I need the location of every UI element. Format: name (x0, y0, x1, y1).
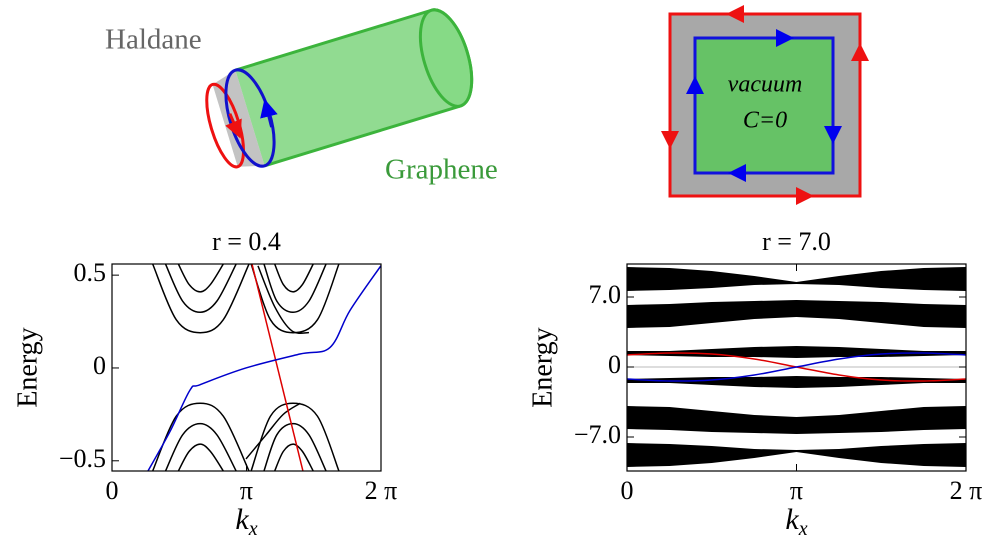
y-tick-label: 0 (608, 350, 621, 379)
x-axis-label: kx (235, 503, 257, 540)
curve (275, 264, 314, 292)
y-tick-label: 7.0 (589, 280, 622, 309)
curve (275, 444, 314, 471)
band (627, 406, 966, 434)
y-axis-label: Energy (12, 327, 43, 407)
x-tick-label: π (240, 476, 253, 505)
x-axis-label: kx (785, 503, 807, 540)
x-tick-label: π (790, 476, 803, 505)
curve (148, 266, 381, 471)
x-axis-symbol: k (785, 503, 799, 536)
plot-title: r = 0.4 (212, 227, 281, 256)
x-tick-label: 0 (106, 476, 119, 505)
inner-square (695, 38, 833, 173)
curve (178, 264, 223, 292)
y-tick-label: −7.0 (574, 420, 621, 449)
x-axis-symbol: k (235, 503, 249, 536)
vacuum-label: vacuum (728, 72, 803, 98)
y-axis-label: Energy (527, 327, 558, 407)
curve (264, 424, 326, 471)
plot-area (627, 267, 966, 467)
curve (178, 444, 223, 471)
x-axis-subscript: x (798, 518, 808, 540)
curve (252, 264, 303, 471)
band (627, 443, 966, 467)
plot-title: r = 7.0 (762, 227, 831, 256)
haldane-label: Haldane (105, 24, 202, 56)
y-tick-label: 0 (93, 351, 106, 380)
curve (258, 266, 309, 333)
x-tick-label: 2 π (365, 476, 398, 505)
curve (153, 264, 249, 333)
plot-area (148, 264, 381, 471)
y-tick-label: −0.5 (59, 444, 106, 473)
cylinder-illustration (197, 4, 482, 178)
y-tick-label: 0.5 (74, 258, 107, 287)
curve (251, 264, 339, 333)
band (627, 376, 966, 388)
x-axis-subscript: x (248, 518, 258, 540)
curve (166, 264, 237, 312)
x-tick-label: 2 π (950, 476, 983, 505)
curve (166, 424, 237, 471)
square-illustration: vacuum C=0 (670, 14, 860, 196)
band (627, 346, 966, 358)
chern-label: C=0 (743, 108, 787, 134)
figure: Haldane Graphene vacuum C=0 0π2 π0.50−0.… (0, 0, 987, 546)
graphene-label: Graphene (385, 154, 498, 186)
x-tick-label: 0 (621, 476, 634, 505)
band (627, 300, 966, 328)
